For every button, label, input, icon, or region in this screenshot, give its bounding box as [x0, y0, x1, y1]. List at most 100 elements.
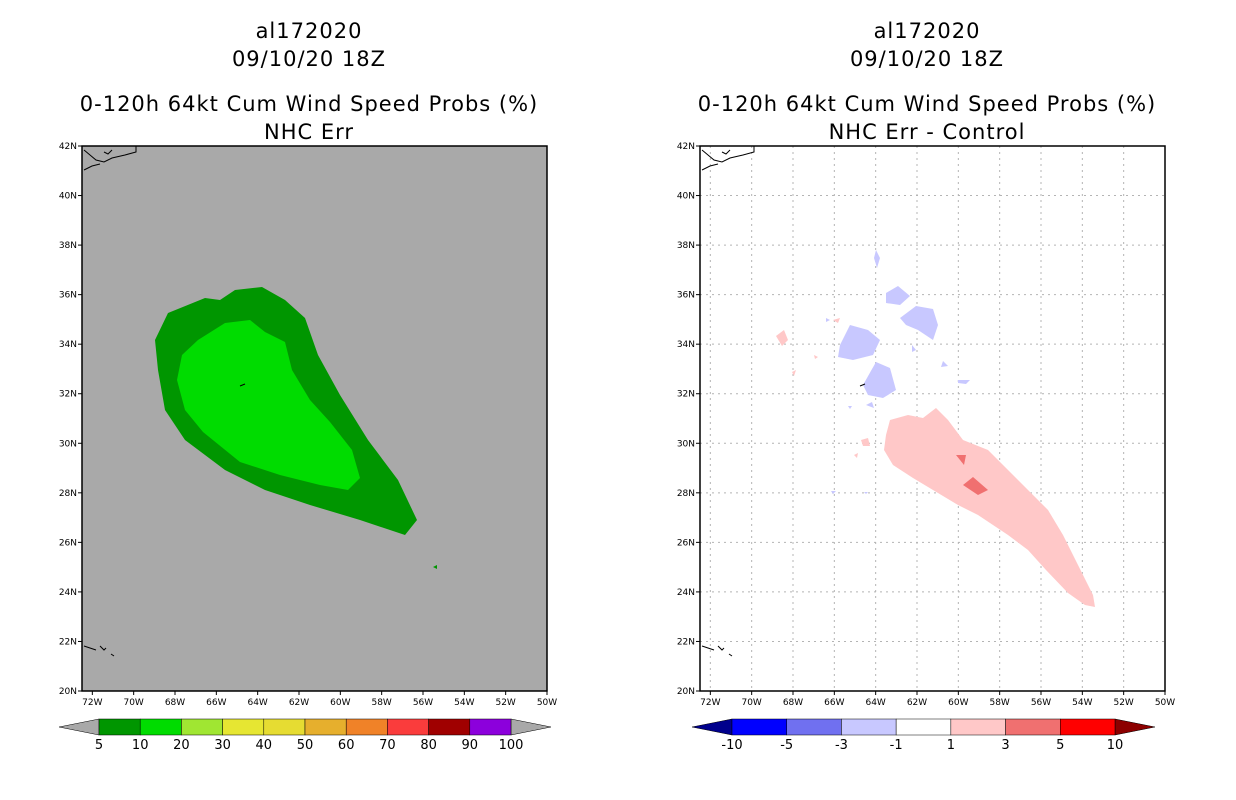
lat-tick-label: 42N: [677, 142, 695, 152]
colorbar-swatch: [1060, 718, 1116, 736]
lon-tick-label: 50W: [537, 698, 557, 708]
lat-tick-label: 36N: [59, 291, 77, 301]
colorbar-arrow-left: [691, 718, 733, 736]
colorbar-label: 5: [1056, 738, 1064, 753]
gridlines: [700, 146, 1165, 691]
colorbar-label: -1: [890, 738, 903, 753]
lon-tick-label: 64W: [865, 698, 885, 708]
colorbar-label: 70: [379, 738, 396, 753]
lat-tick-label: 28N: [59, 489, 77, 499]
lat-tick-label: 28N: [677, 489, 695, 499]
colorbar-label: 10: [1107, 738, 1124, 753]
colorbar-swatch: [181, 718, 223, 736]
colorbar-swatch: [222, 718, 265, 736]
product-title: 0-120h 64kt Cum Wind Speed Probs (%): [697, 92, 1157, 116]
lat-tick-label: 30N: [59, 439, 77, 449]
lon-tick-label: 56W: [1031, 698, 1051, 708]
lon-tick-label: 66W: [824, 698, 844, 708]
diff-negative-patches: [826, 250, 970, 494]
prob-contour-inner: [177, 320, 360, 490]
lat-tick-label: 22N: [59, 637, 77, 647]
subtitle: NHC Err: [263, 120, 354, 144]
storm-id-title: al172020: [873, 19, 981, 43]
coastline: [83, 146, 137, 657]
lon-tick-label: 54W: [1072, 698, 1092, 708]
storm-id-title: al172020: [255, 19, 363, 43]
datetime-title: 09/10/20 18Z: [231, 47, 387, 71]
center-mark: [859, 383, 866, 387]
colorbar-arrow-left: [58, 718, 100, 736]
lat-tick-label: 24N: [677, 588, 695, 598]
lon-tick-label: 58W: [989, 698, 1009, 708]
lon-tick-label: 58W: [371, 698, 391, 708]
lat-tick-label: 32N: [677, 390, 695, 400]
colorbar-label: 40: [256, 738, 273, 753]
colorbar: 5 10 20 30 40 50 60 70 80 90 100: [58, 718, 552, 753]
lon-tick-label: 70W: [741, 698, 761, 708]
colorbar-label: 5: [95, 738, 103, 753]
subtitle: NHC Err - Control: [828, 120, 1026, 144]
lat-tick-label: 40N: [677, 192, 695, 202]
lon-tick-label: 62W: [289, 698, 309, 708]
colorbar-label: -3: [835, 738, 848, 753]
map-frame: [699, 145, 1166, 692]
axis-ticks: 20N 22N 24N 26N 28N 30N 32N 34N 36N 38N 40N 42N 72W 7…: [677, 142, 1175, 708]
colorbar-label: -10: [721, 738, 742, 753]
lat-tick-label: 20N: [677, 687, 695, 697]
lat-tick-label: 36N: [677, 291, 695, 301]
lat-tick-label: 22N: [677, 637, 695, 647]
colorbar-swatch: [304, 718, 347, 736]
colorbar-label: 90: [462, 738, 479, 753]
colorbar-swatch: [1005, 718, 1061, 736]
lon-tick-label: 72W: [700, 698, 720, 708]
lat-tick-label: 30N: [677, 439, 695, 449]
lon-tick-label: 68W: [165, 698, 185, 708]
colorbar-label: 80: [420, 738, 437, 753]
isolated-speck: [433, 565, 437, 569]
map-frame: [81, 145, 548, 692]
colorbar-swatch: [428, 718, 471, 736]
colorbar-arrow-right: [510, 718, 552, 736]
lon-tick-label: 62W: [907, 698, 927, 708]
lon-tick-label: 50W: [1155, 698, 1175, 708]
panel-nhc-err: al172020 09/10/20 18Z 0-120h 64kt Cum Wi…: [58, 19, 557, 753]
lon-tick-label: 60W: [948, 698, 968, 708]
center-mark: [239, 383, 246, 387]
colorbar-swatch: [263, 718, 306, 736]
colorbar-label: 3: [1001, 738, 1009, 753]
lat-tick-label: 32N: [59, 390, 77, 400]
lat-tick-label: 40N: [59, 192, 77, 202]
lat-tick-label: 38N: [59, 241, 77, 251]
colorbar-label: 20: [173, 738, 190, 753]
lon-tick-label: 56W: [413, 698, 433, 708]
lat-tick-label: 26N: [59, 538, 77, 548]
diff-strong-positive-patches: [956, 455, 988, 495]
colorbar-swatch: [895, 718, 952, 736]
panel-nhc-err-minus-control: al172020 09/10/20 18Z 0-120h 64kt Cum Wi…: [618, 0, 1236, 800]
lon-tick-label: 64W: [247, 698, 267, 708]
colorbar-swatch: [345, 718, 388, 736]
lat-tick-label: 34N: [677, 340, 695, 350]
product-title: 0-120h 64kt Cum Wind Speed Probs (%): [79, 92, 539, 116]
colorbar-swatch: [139, 718, 182, 736]
lon-tick-label: 52W: [495, 698, 515, 708]
colorbar-arrow-right: [1114, 718, 1156, 736]
lon-tick-label: 72W: [82, 698, 102, 708]
colorbar: -10 -5 -3 -1 1 3 5 10: [691, 718, 1156, 753]
colorbar-label: 10: [132, 738, 149, 753]
colorbar-swatch: [469, 718, 512, 736]
colorbar-swatch: [98, 718, 141, 736]
lat-tick-label: 34N: [59, 340, 77, 350]
axis-ticks: 20N 22N 24N 26N 28N 30N 32N 34N 36N 38N 40N 42N 72W 7…: [59, 142, 557, 708]
colorbar-swatch: [786, 718, 842, 736]
colorbar-label: -5: [780, 738, 793, 753]
lon-tick-label: 66W: [206, 698, 226, 708]
lon-tick-label: 70W: [123, 698, 143, 708]
datetime-title: 09/10/20 18Z: [849, 47, 1005, 71]
map-left: 20N 22N 24N 26N 28N 30N 32N 34N 36N 38N 40N 42N 72W 7…: [58, 142, 557, 753]
lon-tick-label: 68W: [783, 698, 803, 708]
lat-tick-label: 20N: [59, 687, 77, 697]
lat-tick-label: 24N: [59, 588, 77, 598]
map-right: 20N 22N 24N 26N 28N 30N 32N 34N 36N 38N 40N 42N 72W 7…: [677, 142, 1175, 753]
colorbar-swatch: [387, 718, 429, 736]
